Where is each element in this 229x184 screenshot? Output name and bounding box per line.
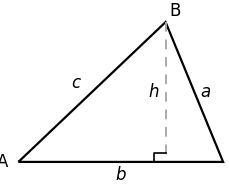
Text: b: b [115, 166, 125, 184]
Text: c: c [71, 74, 80, 92]
Text: B: B [168, 2, 180, 20]
Text: C: C [228, 153, 229, 171]
Text: a: a [200, 83, 210, 101]
Text: h: h [148, 83, 159, 101]
Text: A: A [0, 153, 8, 171]
